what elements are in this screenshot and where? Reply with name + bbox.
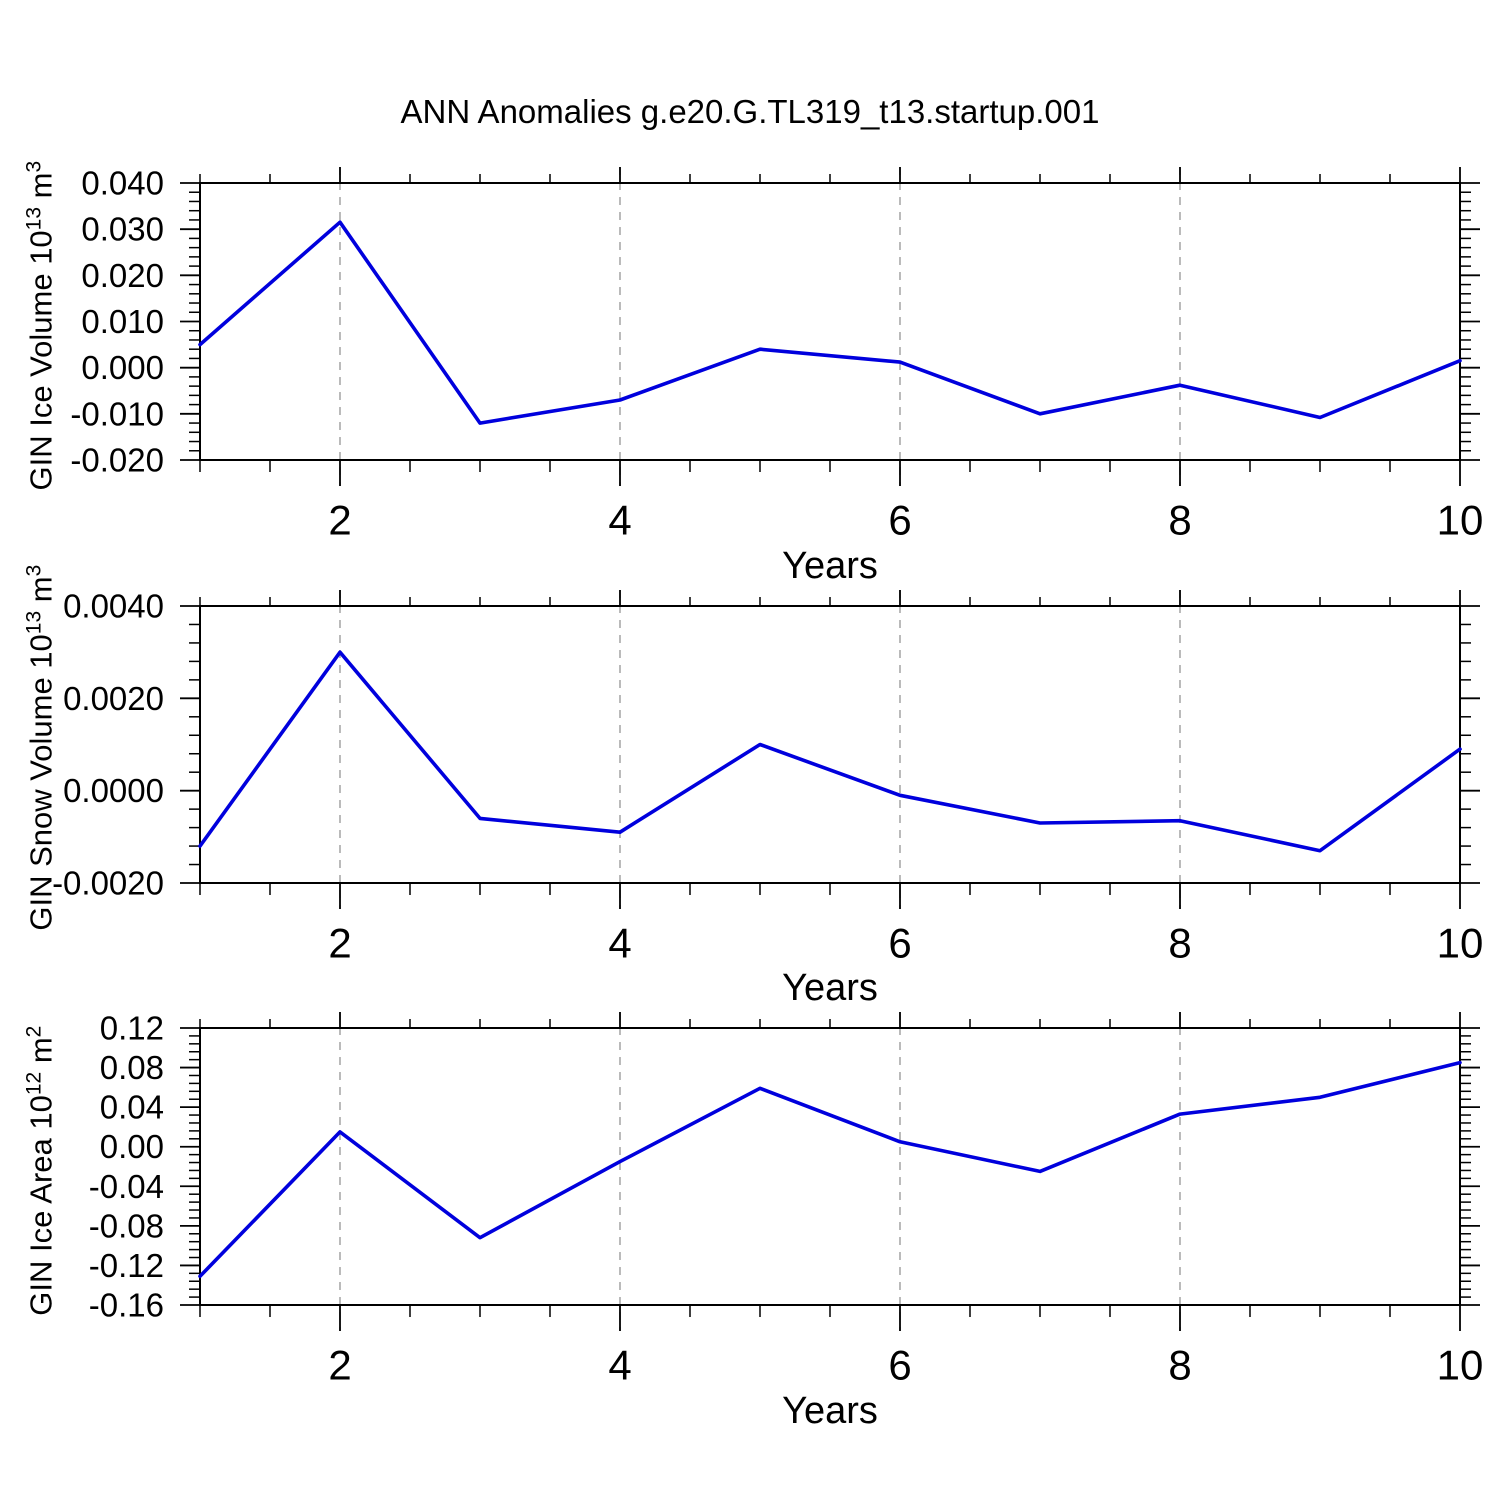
panel-frame — [199, 1027, 1461, 1306]
y-axis-label-unit: m — [23, 172, 59, 207]
x-tick-label: 6 — [888, 497, 911, 544]
y-axis-label-unit-exponent: 2 — [22, 1025, 46, 1038]
x-tick-label: 4 — [608, 497, 631, 544]
data-series-line-gin-ice-area — [198, 1060, 1462, 1279]
chart-title: ANN Anomalies g.e20.G.TL319_t13.startup.… — [400, 93, 1100, 130]
y-axis-label-unit: m — [23, 576, 59, 611]
data-series-line-gin-ice-volume — [198, 220, 1462, 425]
x-tick-label: 6 — [888, 920, 911, 967]
x-tick-label: 4 — [608, 920, 631, 967]
x-tick-label: 4 — [608, 1342, 631, 1389]
x-tick-label: 2 — [328, 497, 351, 544]
y-axis-label-unit-exponent: 3 — [22, 160, 46, 173]
y-tick-label: -0.0020 — [52, 865, 164, 902]
y-tick-label: -0.020 — [70, 442, 164, 479]
y-tick-label: 0.08 — [100, 1049, 164, 1086]
x-axis-label-panel-1: Years — [782, 545, 878, 587]
x-tick-label: 10 — [1437, 1342, 1484, 1389]
y-tick-label: 0.00 — [100, 1128, 164, 1165]
y-tick-label: 0.0040 — [63, 588, 164, 625]
y-tick-label: 0.12 — [100, 1010, 164, 1047]
y-tick-label: -0.12 — [89, 1247, 164, 1284]
y-tick-label: 0.040 — [81, 165, 164, 202]
y-tick-label: 0.0000 — [63, 772, 164, 809]
y-axis-label-ice-area: GIN Ice Area 1012 m2 — [15, 871, 60, 1471]
y-axis-label-exponent: 13 — [22, 610, 46, 635]
y-axis-label-unit-exponent: 3 — [22, 564, 46, 577]
y-axis-label-exponent: 13 — [22, 206, 46, 231]
y-tick-label: 0.010 — [81, 303, 164, 340]
x-axis-label-panel-3: Years — [782, 1390, 878, 1432]
x-tick-label: 8 — [1168, 1342, 1191, 1389]
y-tick-label: 0.030 — [81, 211, 164, 248]
data-series-line-gin-snow-volume — [198, 650, 1462, 853]
y-axis-label-unit: m — [23, 1037, 59, 1072]
panel-frame — [199, 182, 1461, 461]
x-axis-label-panel-2: Years — [782, 967, 878, 1009]
y-tick-label: 0.04 — [100, 1089, 164, 1126]
y-tick-label: 0.000 — [81, 349, 164, 386]
y-tick-label: 0.020 — [81, 257, 164, 294]
x-tick-label: 6 — [888, 1342, 911, 1389]
y-tick-label: 0.0020 — [63, 680, 164, 717]
x-tick-label: 2 — [328, 920, 351, 967]
x-tick-label: 10 — [1437, 497, 1484, 544]
y-axis-label-text: GIN Ice Area 10 — [23, 1095, 59, 1316]
y-axis-label-exponent: 12 — [22, 1071, 46, 1096]
y-tick-label: -0.16 — [89, 1287, 164, 1324]
y-tick-label: -0.010 — [70, 395, 164, 432]
y-tick-label: -0.08 — [89, 1207, 164, 1244]
x-tick-label: 8 — [1168, 497, 1191, 544]
panel-frame — [199, 605, 1461, 884]
y-tick-label: -0.04 — [89, 1168, 164, 1205]
x-tick-label: 2 — [328, 1342, 351, 1389]
x-tick-label: 10 — [1437, 920, 1484, 967]
x-tick-label: 8 — [1168, 920, 1191, 967]
